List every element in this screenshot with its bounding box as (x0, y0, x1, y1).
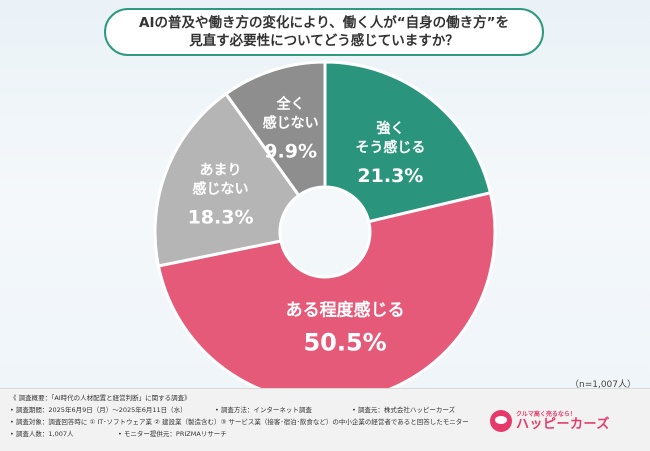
footer-target: • 調査対象：調査回答時に ① IT･ソフトウェア業 ② 建設業（製造含む）③ … (10, 418, 469, 426)
slice-label-3-line-2: 感じない (193, 181, 249, 198)
footer-count: • 調査人数：1,007人 (10, 430, 74, 438)
donut-slice-2 (156, 191, 497, 404)
slice-label-1-line-2: そう感じる (355, 139, 425, 156)
footer-method: • 調査方法：インターネット調査 (215, 406, 312, 414)
slice-value-2: 50.5% (303, 328, 386, 356)
sample-size: （n=1,007人） (569, 380, 636, 390)
brand-name: ハッピーカーズ (516, 416, 610, 432)
footer-provider: • モニター提供元：PRIZMAリサーチ (118, 430, 227, 438)
donut-slice-4 (223, 60, 327, 198)
slice-label-4-line-2: 感じない (263, 115, 319, 132)
footer-source: • 調査元：株式会社ハッピーカーズ (352, 406, 456, 414)
donut-slice-3 (153, 91, 301, 268)
slice-label-1-line-1: 強く (376, 120, 404, 137)
brand-logo: クルマ高く売るなら！ ハッピーカーズ (490, 402, 640, 440)
survey-footer: 《 調査概要：「AI時代の人材配置と経営判断」に関する調査》 • 調査期間：20… (0, 388, 650, 451)
slice-label-4-line-1: 全く (276, 96, 305, 113)
donut-slice-1 (323, 60, 493, 224)
slice-label-3-line-1: あまり (200, 163, 242, 179)
brand-tagline: クルマ高く売るなら！ (516, 410, 576, 418)
question-line-2: 見直す必要性についてどう感じていますか？ (189, 33, 459, 49)
footer-period: • 調査期間：2025年6月9日（月）～2025年6月11日（水） (10, 406, 187, 414)
question-box: AIの普及や働き方の変化により、働く人が“自身の働き方”を 見直す必要性について… (104, 8, 544, 56)
brand-mascot-icon (490, 410, 512, 432)
slice-value-3: 18.3% (188, 207, 254, 229)
slice-value-1: 21.3% (357, 165, 423, 187)
question-line-1: AIの普及や働き方の変化により、働く人が“自身の働き方”を (139, 15, 509, 31)
slice-value-4: 9.9% (264, 141, 317, 163)
footer-title: 《 調査概要：「AI時代の人材配置と経営判断」に関する調査》 (10, 394, 191, 402)
slice-label-2-line-1: ある程度感じる (286, 299, 405, 320)
